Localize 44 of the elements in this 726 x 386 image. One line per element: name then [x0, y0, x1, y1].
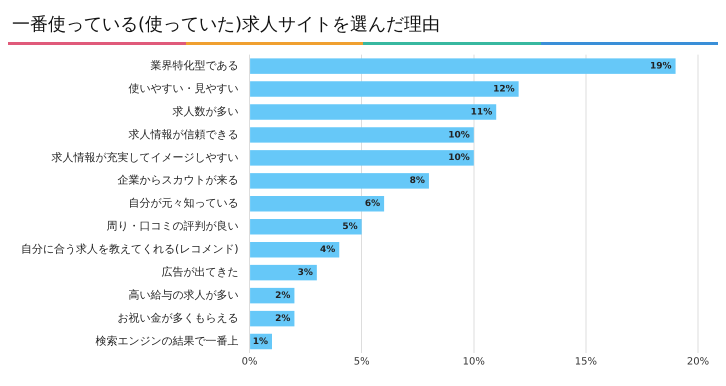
- data-label: 8%: [410, 176, 425, 186]
- y-tick-label: 高い給与の求人が多い: [128, 288, 239, 302]
- x-tick-label: 20%: [686, 356, 710, 368]
- data-label: 2%: [275, 290, 290, 301]
- bar: [250, 242, 340, 258]
- chart-title: 一番使っている(使っていた)求人サイトを選んだ理由: [11, 13, 442, 37]
- x-tick-label: 0%: [242, 356, 258, 368]
- data-label: 6%: [364, 199, 380, 210]
- x-tick-label: 10%: [462, 356, 485, 368]
- bar: [250, 150, 474, 166]
- bar: [250, 127, 474, 143]
- data-label: 5%: [342, 222, 358, 232]
- bar: [250, 58, 676, 74]
- y-tick-label: 自分に合う求人を教えてくれる(レコメンド): [20, 242, 239, 256]
- y-tick-label: 検索エンジンの結果で一番上: [96, 334, 239, 348]
- data-label: 2%: [275, 314, 290, 324]
- x-tick-label: 5%: [354, 356, 370, 368]
- y-tick-label: 求人数が多い: [172, 104, 239, 118]
- data-label: 10%: [448, 130, 470, 140]
- bar: [250, 219, 362, 234]
- bar: [250, 196, 384, 212]
- data-label: 19%: [650, 61, 672, 72]
- y-tick-label: 使いやすい・見やすい: [128, 82, 239, 95]
- y-tick-label: 広告が出てきた: [162, 266, 239, 279]
- data-label: 10%: [448, 153, 470, 164]
- bar: [250, 264, 317, 280]
- y-tick-label: 企業からスカウトが来る: [118, 174, 239, 187]
- data-label: 4%: [320, 245, 336, 256]
- x-tick-label: 15%: [574, 356, 598, 368]
- y-tick-label: 業界特化型である: [150, 58, 239, 72]
- data-label: 1%: [252, 336, 268, 347]
- bar: [250, 81, 519, 97]
- y-tick-label: 周り・口コミの評判が良い: [106, 220, 239, 233]
- y-tick-label: お祝い金が多くもらえる: [118, 311, 239, 324]
- bar: [250, 173, 429, 189]
- data-label: 12%: [493, 84, 515, 94]
- y-tick-label: 自分が元々知っている: [128, 196, 239, 210]
- bar: [250, 104, 496, 120]
- bar: [250, 310, 294, 326]
- y-tick-label: 求人情報が充実してイメージしやすい: [52, 150, 239, 164]
- y-tick-label: 求人情報が信頼できる: [128, 128, 239, 141]
- data-label: 3%: [298, 268, 313, 278]
- bar: [250, 288, 294, 304]
- data-label: 11%: [470, 107, 492, 118]
